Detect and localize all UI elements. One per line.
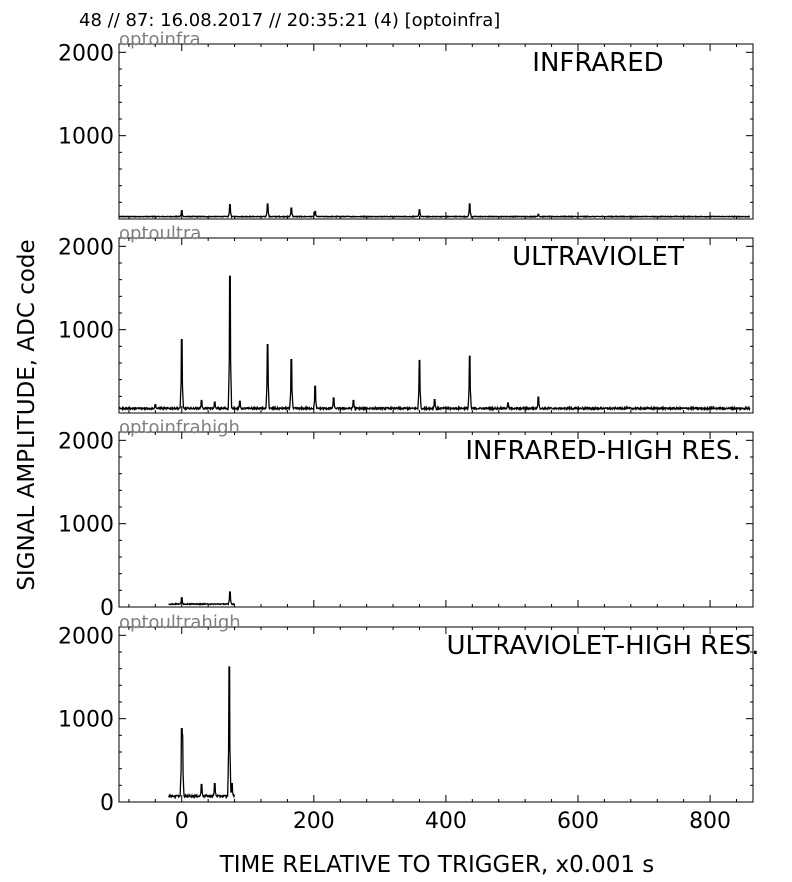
y-tick-label: 2000 (58, 429, 114, 454)
panel-tag-label: optoinfra (119, 29, 201, 50)
panel-tag-label: optoultrahigh (119, 612, 241, 633)
panel-tag-label: optoultra (119, 223, 201, 244)
panel-title: ULTRAVIOLET (512, 242, 684, 272)
signal-trace (168, 666, 236, 800)
y-tick-label: 2000 (58, 235, 114, 260)
panel-optoultra: optoultra ULTRAVIOLET 1000 2000 (58, 223, 754, 414)
y-tick-label: 0 (100, 791, 114, 816)
x-axis-label: TIME RELATIVE TO TRIGGER, x0.001 s (219, 852, 655, 878)
signal-trace (118, 275, 751, 412)
y-tick-label: 1000 (58, 319, 114, 344)
header-title: 48 // 87: 16.08.2017 // 20:35:21 (4) [op… (79, 10, 500, 31)
y-tick-label: 1000 (58, 708, 114, 733)
y-tick-label: 1000 (58, 125, 114, 150)
panel-optoultrahigh: optoultrahigh ULTRAVIOLET-HIGH RES. 0 1000 2… (58, 612, 760, 816)
y-tick-label: 2000 (58, 624, 114, 649)
y-tick-label: 1000 (58, 513, 114, 538)
signal-trace (168, 591, 236, 606)
panel-frame (118, 626, 754, 803)
y-tick-label: 0 (100, 596, 114, 621)
x-tick-label: 200 (293, 809, 335, 834)
panels-group: optoinfraINFRARED10002000optoultraULTRAV… (58, 29, 760, 834)
y-tick-label: 2000 (58, 41, 114, 66)
panel-optoinfra: optoinfra INFRARED 1000 2000 (58, 29, 754, 220)
panel-title: INFRARED-HIGH RES. (465, 436, 740, 466)
panel-title: INFRARED (532, 48, 663, 78)
panel-frame (118, 43, 754, 220)
signal-trace (118, 203, 751, 219)
panel-title: ULTRAVIOLET-HIGH RES. (446, 631, 759, 661)
y-axis-label: SIGNAL AMPLITUDE, ADC code (14, 239, 40, 590)
x-tick-label: 400 (425, 809, 467, 834)
panel-optoinfrahigh: optoinfrahigh INFRARED-HIGH RES. 0 1000 2000 (58, 417, 754, 621)
panel-frame (118, 237, 754, 414)
x-tick-label: 0 (175, 809, 189, 834)
panel-tag-label: optoinfrahigh (119, 417, 240, 438)
panel-frame (118, 431, 754, 608)
x-tick-label: 800 (689, 809, 731, 834)
x-tick-label: 600 (557, 809, 599, 834)
